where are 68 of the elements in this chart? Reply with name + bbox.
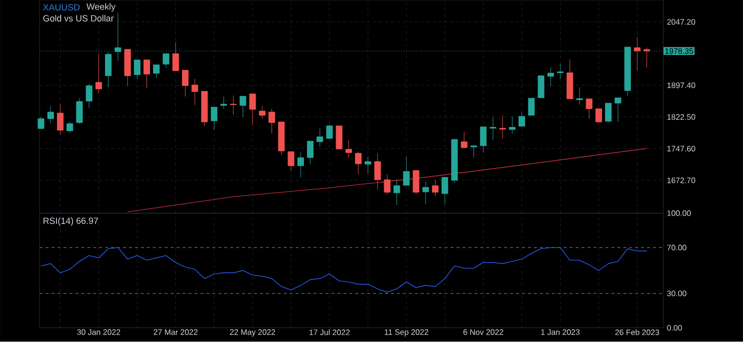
candlestick xyxy=(538,76,544,98)
candlestick xyxy=(557,63,564,80)
candlestick xyxy=(442,177,448,205)
candlestick xyxy=(288,152,294,172)
candlestick xyxy=(432,180,439,197)
candlestick xyxy=(394,178,400,206)
candlestick xyxy=(480,126,487,153)
candlestick xyxy=(162,54,170,69)
candlestick xyxy=(422,181,429,205)
candlestick xyxy=(249,94,256,126)
candlestick xyxy=(595,108,602,123)
candlestick xyxy=(134,60,140,80)
candlestick xyxy=(201,91,208,127)
candlestick xyxy=(144,60,150,89)
candlestick xyxy=(105,52,112,88)
candlestick xyxy=(547,67,554,87)
candlestick xyxy=(182,70,189,97)
chart-title: XAUUSD xyxy=(43,4,80,11)
candlestick xyxy=(240,96,246,118)
candlestick xyxy=(614,98,622,122)
candlestick xyxy=(220,96,227,110)
chart-title: RSI(14) 66.97 xyxy=(44,218,98,226)
candlestick xyxy=(364,156,372,175)
candlestick xyxy=(470,146,477,158)
candlestick xyxy=(86,84,92,108)
candlestick xyxy=(316,128,324,148)
candlestick xyxy=(56,104,64,135)
candlestick xyxy=(384,174,390,195)
candlestick xyxy=(576,87,583,106)
candlestick xyxy=(297,152,304,178)
candlestick xyxy=(268,108,276,134)
candlestick xyxy=(586,98,592,120)
candlestick xyxy=(306,140,314,165)
candlestick xyxy=(412,170,420,195)
candlestick xyxy=(66,122,74,133)
candlestick xyxy=(355,152,362,175)
candlestick xyxy=(499,115,506,139)
line-series xyxy=(127,148,648,212)
text: Gold vs US Dollar xyxy=(43,15,114,22)
candlestick xyxy=(153,64,160,78)
candlestick xyxy=(374,153,381,190)
candlestick xyxy=(124,49,131,87)
candlestick xyxy=(47,106,54,124)
candlestick xyxy=(172,42,179,72)
candlestick xyxy=(460,132,468,148)
annotation: Weekly xyxy=(86,3,116,12)
candlestick xyxy=(95,53,102,94)
candlestick xyxy=(258,106,266,120)
candlestick xyxy=(451,139,458,184)
candlestick xyxy=(192,78,198,106)
candlestick xyxy=(644,48,650,68)
candlestick xyxy=(326,124,333,139)
line-series xyxy=(40,247,648,293)
candlestick xyxy=(518,112,526,127)
candlestick xyxy=(278,122,285,156)
candlestick xyxy=(230,95,237,116)
candlestick xyxy=(403,156,410,186)
candlestick xyxy=(490,116,496,140)
candlestick xyxy=(566,59,574,100)
candlestick xyxy=(336,126,342,150)
candlestick xyxy=(345,140,352,158)
candlestick xyxy=(605,103,612,123)
candlestick xyxy=(508,116,516,134)
candlestick xyxy=(528,98,535,116)
candlestick xyxy=(38,116,44,130)
candlestick xyxy=(76,98,83,124)
candlestick xyxy=(634,37,640,72)
candlestick xyxy=(210,106,218,131)
